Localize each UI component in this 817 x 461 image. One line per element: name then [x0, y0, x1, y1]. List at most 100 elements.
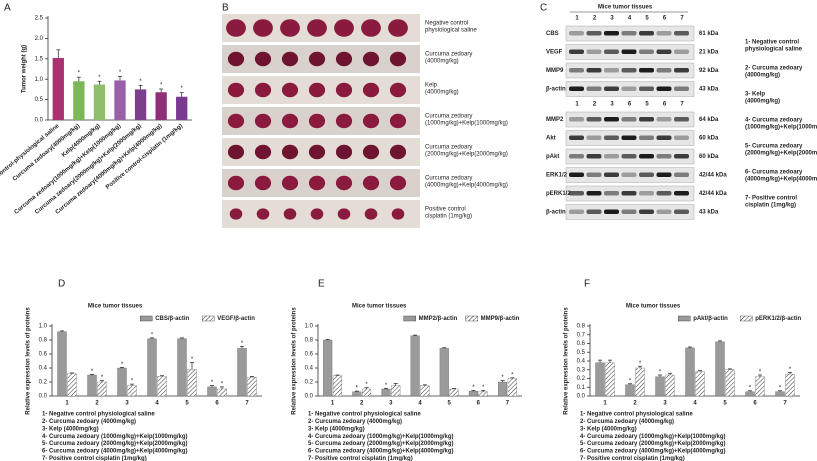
blot-header: Mice tumor tissues [598, 5, 653, 11]
significance-marker: * [78, 71, 81, 77]
legend-label: MMP2/β-actin [419, 316, 458, 322]
tumor [361, 19, 381, 37]
legend-swatch [139, 315, 153, 322]
bar [420, 385, 430, 397]
bar [352, 391, 362, 397]
tumor [389, 113, 407, 129]
bar [237, 348, 247, 397]
band [621, 117, 637, 122]
photo-label: (4000mg/kg) [425, 90, 459, 96]
band [674, 117, 689, 122]
tumor [227, 144, 245, 160]
band [656, 117, 672, 122]
tumor [337, 208, 351, 220]
tumor [226, 19, 246, 37]
tumor [308, 82, 326, 98]
significance-marker: * [221, 381, 224, 387]
band [656, 68, 672, 73]
band [604, 31, 619, 36]
protein-label: CBS [546, 31, 559, 37]
y-tick-label: 2.0 [35, 36, 44, 42]
band [569, 191, 584, 196]
bar [785, 373, 795, 397]
y-tick-label: 0.6 [39, 352, 48, 358]
band [604, 172, 619, 177]
significance-marker: * [160, 83, 163, 89]
bar [217, 388, 227, 397]
band [569, 31, 584, 36]
band [569, 135, 584, 140]
significance-marker: * [181, 86, 184, 92]
photo-label: Curcuma zedoary [425, 52, 472, 58]
x-tick-label: 2 [95, 401, 99, 407]
band [621, 172, 637, 177]
band [621, 31, 637, 36]
significance-marker: * [385, 383, 388, 389]
bar [391, 385, 401, 397]
band [621, 86, 637, 91]
bar [439, 348, 449, 397]
tumor [280, 19, 300, 37]
blot-legend: (4000mg/kg)+Kelp(4000mg/kg) [745, 177, 817, 183]
significance-marker: * [151, 332, 154, 338]
bar [665, 374, 675, 397]
band [621, 154, 637, 159]
bar [755, 376, 765, 397]
x-tick-label: 2 [633, 401, 637, 407]
blot-strip [565, 167, 695, 183]
note: 3- Kelp (4000mg/kg) [580, 426, 637, 432]
note: 4- Curcuma zedoary (1000mg/kg)+Kelp(1000… [308, 434, 454, 440]
note: 5- Curcuma zedoary (2000mg/kg)+Kelp(2000… [580, 441, 726, 447]
x-tick-label: 5 [185, 401, 189, 407]
band [639, 86, 654, 91]
note: 4- Curcuma zedoary (1000mg/kg)+Kelp(1000… [580, 434, 726, 440]
band [604, 68, 619, 73]
band [604, 117, 619, 122]
band [656, 86, 672, 91]
blot-legend: physiological saline [745, 47, 803, 53]
band [604, 86, 619, 91]
tumor [281, 175, 299, 191]
tumor [281, 51, 299, 67]
blot-strip [565, 81, 695, 97]
x-tick-label: 5 [447, 401, 451, 407]
x-tick-label: 1 [603, 401, 607, 407]
size-label: 42/44 kDa [699, 191, 727, 197]
tumor [334, 19, 354, 37]
tumor [254, 113, 272, 129]
legend-label: VEGF/β-actin [217, 316, 255, 322]
protein-label: Akt [546, 136, 556, 142]
y-axis-label: Relative expression levels of proteins [26, 307, 32, 415]
significance-marker: * [191, 357, 194, 363]
significance-marker: * [211, 380, 214, 386]
lane-label: 1 [575, 16, 579, 22]
significance-marker: * [629, 378, 632, 384]
note: 7- Positive control cisplatin (1mg/kg) [42, 456, 147, 461]
size-label: 64 kDa [699, 117, 719, 123]
tumor [253, 19, 273, 37]
protein-label: VEGF [546, 50, 563, 56]
band [674, 135, 689, 140]
photo-label: (4000mg/kg) [425, 59, 459, 65]
bar [655, 376, 665, 397]
bar [625, 384, 635, 397]
note: 5- Curcuma zedoary (2000mg/kg)+Kelp(2000… [42, 441, 188, 447]
bar [52, 57, 64, 120]
bar [117, 367, 127, 397]
band [656, 31, 672, 36]
panel-letter: D [58, 279, 65, 290]
legend-label: MMP9/β-actin [481, 316, 520, 322]
legend-label: pAkt/β-actin [693, 316, 728, 322]
tumor [335, 175, 353, 191]
photo-label: physiological saline [425, 28, 477, 34]
significance-marker: * [659, 370, 662, 376]
tumor [227, 82, 245, 98]
significance-marker: * [119, 70, 122, 76]
panel-letter: C [540, 3, 547, 14]
significance-marker: * [365, 382, 368, 388]
lane-label: 3 [610, 102, 614, 108]
band [586, 172, 602, 177]
y-tick-label: 0.4 [577, 359, 586, 365]
y-tick-label: 1.0 [35, 77, 44, 83]
